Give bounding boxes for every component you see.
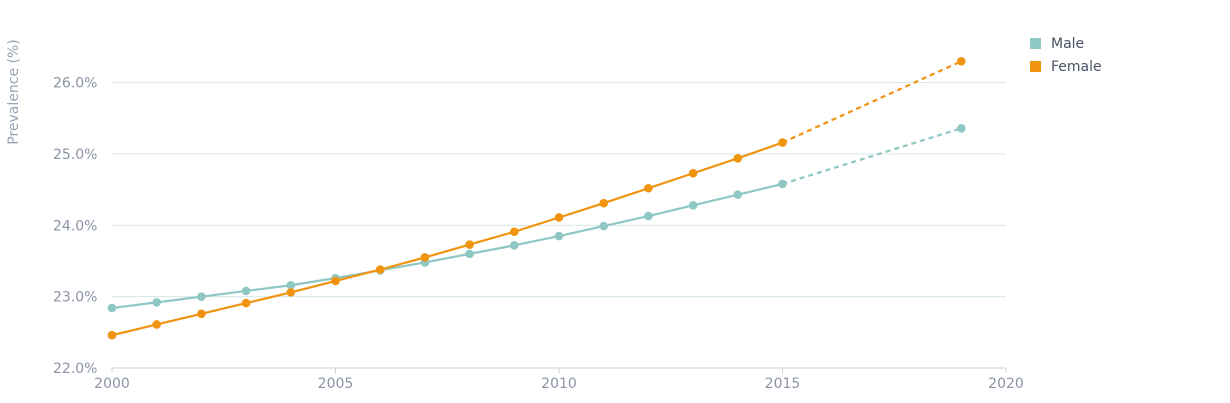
- data-point-male: [733, 190, 743, 199]
- series-line-male: [111, 182, 783, 310]
- data-point-male: [465, 249, 474, 259]
- data-point-female: [733, 153, 743, 163]
- data-point-male: [152, 298, 161, 307]
- data-point-female: [197, 309, 206, 319]
- legend-item-male: Male: [1030, 32, 1102, 55]
- data-point-male: [778, 179, 787, 189]
- y-tick-label: 26.0%: [53, 76, 97, 92]
- data-point-female: [554, 213, 564, 222]
- legend-swatch-male: [1030, 38, 1041, 49]
- series-layer: [107, 56, 966, 340]
- y-axis-label: Prevalence (%): [6, 39, 22, 145]
- series-line-female: [111, 141, 783, 337]
- legend: Male Female: [1030, 32, 1102, 78]
- data-point-female: [152, 320, 161, 329]
- data-point-female: [375, 265, 385, 274]
- data-point-female: [331, 276, 340, 286]
- data-point-female: [778, 138, 787, 147]
- x-tick-label: 2020: [988, 376, 1024, 392]
- data-point-male: [197, 292, 206, 301]
- axes: 22.0% 23.0% 24.0% 25.0% 26.0% 2000 2005 2010 201…: [53, 76, 1024, 392]
- projection-point-female: [957, 56, 966, 66]
- data-point-female: [644, 183, 653, 193]
- data-point-female: [286, 288, 296, 297]
- data-point-male: [688, 201, 698, 210]
- legend-label-male: Male: [1051, 35, 1085, 52]
- data-point-female: [510, 227, 519, 237]
- legend-item-female: Female: [1030, 55, 1102, 78]
- data-point-male: [107, 303, 117, 313]
- x-tick-label: 2015: [765, 376, 801, 392]
- legend-swatch-female: [1030, 61, 1041, 72]
- data-point-female: [465, 240, 474, 249]
- data-point-male: [286, 280, 296, 290]
- data-point-male: [554, 231, 564, 241]
- projection-line-male: [782, 127, 962, 186]
- data-point-female: [599, 198, 608, 208]
- legend-label-female: Female: [1051, 58, 1102, 75]
- projection-point-male: [957, 124, 966, 133]
- y-tick-label: 23.0%: [53, 290, 97, 306]
- data-point-male: [510, 241, 519, 250]
- x-tick-label: 2010: [541, 376, 577, 392]
- data-point-male: [241, 286, 251, 296]
- y-tick-label: 22.0%: [53, 361, 97, 377]
- x-tick-label: 2000: [94, 376, 130, 392]
- projection-line-female: [782, 60, 962, 144]
- data-point-male: [644, 211, 653, 221]
- data-point-female: [688, 168, 698, 178]
- x-tick-label: 2005: [318, 376, 354, 392]
- data-point-female: [241, 298, 251, 308]
- data-point-female: [107, 330, 117, 340]
- gridlines: [112, 82, 1006, 298]
- y-tick-label: 24.0%: [53, 218, 97, 234]
- data-point-female: [420, 253, 430, 262]
- data-point-male: [599, 221, 608, 231]
- y-tick-label: 25.0%: [53, 147, 97, 163]
